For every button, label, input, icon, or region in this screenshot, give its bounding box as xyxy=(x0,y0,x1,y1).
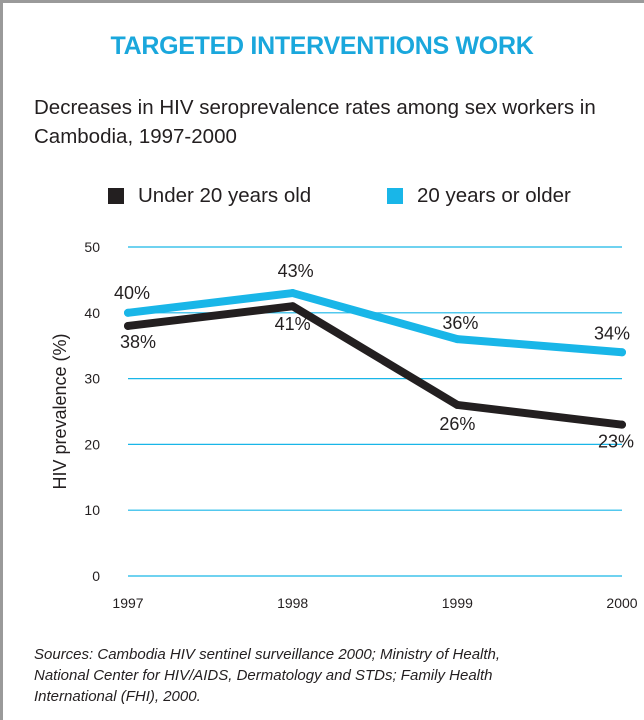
x-tick-label: 2000 xyxy=(606,595,637,611)
y-tick-label: 30 xyxy=(84,371,100,387)
data-label: 26% xyxy=(439,414,475,434)
y-tick-label: 50 xyxy=(84,239,100,255)
data-point xyxy=(453,400,462,409)
legend-swatch-20-or-older xyxy=(387,188,403,204)
legend-label-20-or-older: 20 years or older xyxy=(417,184,571,207)
legend: Under 20 years old 20 years or older xyxy=(0,180,644,212)
data-point xyxy=(618,348,626,357)
legend-item-under-20: Under 20 years old xyxy=(108,180,311,212)
x-tick-label: 1999 xyxy=(442,595,473,611)
y-tick-label: 20 xyxy=(84,436,100,452)
x-tick-label: 1998 xyxy=(277,595,308,611)
frame-left-border xyxy=(0,0,3,720)
data-label: 23% xyxy=(598,432,634,452)
data-label: 36% xyxy=(442,313,478,333)
data-label: 38% xyxy=(120,332,156,352)
data-point xyxy=(288,289,297,298)
legend-label-under-20: Under 20 years old xyxy=(138,184,312,207)
data-point xyxy=(618,420,626,429)
line-chart: 0 10 20 30 40 50 1997 1998 1999 2000 HIV prevalenc… xyxy=(50,239,638,611)
y-tick-label: 10 xyxy=(84,502,100,518)
legend-item-20-or-older: 20 years or older xyxy=(387,180,571,212)
frame-top-border xyxy=(0,0,644,3)
y-tick-label: 40 xyxy=(84,305,100,321)
y-axis-label: HIV prevalence (%) xyxy=(50,333,70,489)
data-label: 41% xyxy=(275,314,311,334)
data-point xyxy=(124,321,132,330)
chart-title: TARGETED INTERVENTIONS WORK xyxy=(110,32,534,60)
data-point xyxy=(453,335,462,344)
data-label: 43% xyxy=(278,261,314,281)
y-tick-label: 0 xyxy=(92,568,100,584)
data-label: 34% xyxy=(594,323,630,343)
data-label: 40% xyxy=(114,283,150,303)
series-line xyxy=(124,289,626,357)
chart-subtitle: Decreases in HIV seroprevalence rates am… xyxy=(34,96,596,148)
data-point xyxy=(124,308,132,317)
data-point xyxy=(288,302,297,311)
series-line xyxy=(124,302,626,429)
source-note: Sources: Cambodia HIV sentinel surveilla… xyxy=(34,646,501,705)
legend-swatch-under-20 xyxy=(108,188,124,204)
x-tick-label: 1997 xyxy=(112,595,143,611)
